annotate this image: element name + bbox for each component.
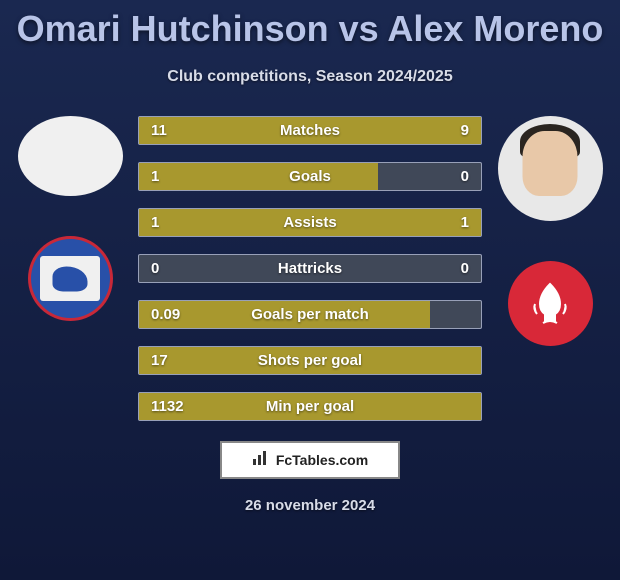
stat-row: 1 Goals 0 — [138, 162, 482, 191]
player-left-avatar — [18, 116, 123, 196]
bar-label: Goals per match — [251, 306, 369, 323]
bar-value-left: 0 — [151, 260, 159, 277]
right-column — [490, 116, 610, 421]
bar-value-left: 1 — [151, 168, 159, 185]
ipswich-badge-inner — [40, 256, 100, 301]
stat-row: 17 Shots per goal — [138, 346, 482, 375]
page-title: Omari Hutchinson vs Alex Moreno — [0, 0, 620, 50]
page-subtitle: Club competitions, Season 2024/2025 — [0, 68, 620, 86]
bar-label: Goals — [289, 168, 331, 185]
comparison-content: 11 Matches 9 1 Goals 0 1 Assists 1 0 Hattricks 0 0.0… — [0, 116, 620, 421]
bar-label: Min per goal — [266, 398, 354, 415]
stat-bars-column: 11 Matches 9 1 Goals 0 1 Assists 1 0 Hattricks 0 0.0… — [130, 116, 490, 421]
bar-label: Matches — [280, 122, 340, 139]
bar-fill-left — [139, 163, 378, 190]
stat-row: 1132 Min per goal — [138, 392, 482, 421]
ipswich-horse-icon — [53, 266, 88, 291]
forest-tree-icon — [525, 279, 575, 329]
chart-icon — [252, 449, 270, 472]
bar-fill-right — [327, 117, 481, 144]
left-column — [10, 116, 130, 421]
bar-value-right: 0 — [461, 260, 469, 277]
bar-value-left: 0.09 — [151, 306, 180, 323]
bar-label: Shots per goal — [258, 352, 362, 369]
stat-row: 11 Matches 9 — [138, 116, 482, 145]
stat-row: 0.09 Goals per match — [138, 300, 482, 329]
footer-source-badge: FcTables.com — [220, 441, 400, 479]
footer-date: 26 november 2024 — [0, 497, 620, 514]
bar-value-right: 1 — [461, 214, 469, 231]
bar-label: Hattricks — [278, 260, 342, 277]
bar-value-right: 0 — [461, 168, 469, 185]
bar-value-left: 17 — [151, 352, 168, 369]
club-badge-forest — [508, 261, 593, 346]
bar-value-left: 1132 — [151, 398, 184, 415]
bar-value-left: 11 — [151, 122, 167, 139]
player-right-avatar — [498, 116, 603, 221]
avatar-face — [523, 131, 578, 196]
bar-label: Assists — [283, 214, 336, 231]
stat-row: 1 Assists 1 — [138, 208, 482, 237]
club-badge-ipswich — [28, 236, 113, 321]
stat-row: 0 Hattricks 0 — [138, 254, 482, 283]
footer-source-text: FcTables.com — [276, 452, 368, 468]
bar-value-left: 1 — [151, 214, 159, 231]
bar-value-right: 9 — [461, 122, 469, 139]
